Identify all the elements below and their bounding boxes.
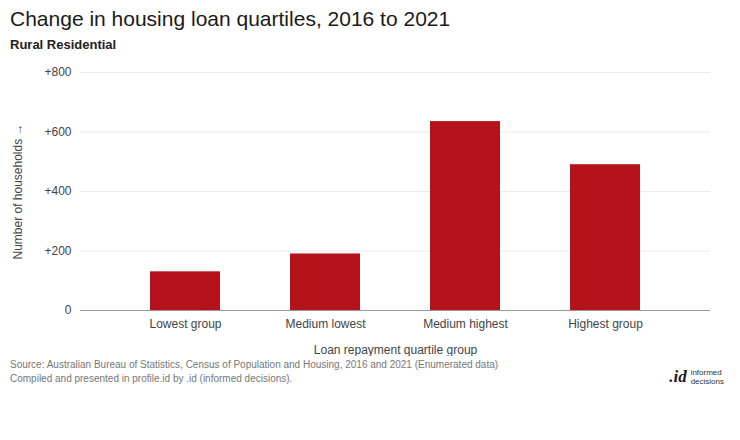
html-text:Rural Residential: Rural Residential <box>10 37 117 52</box>
svg-text:Loan repayment quartile group: Loan repayment quartile group <box>314 343 478 357</box>
svg-text:+400: +400 <box>44 184 71 198</box>
svg-text:Medium lowest: Medium lowest <box>285 317 366 331</box>
html-text:.id: .id <box>669 367 687 386</box>
html-text:decisions: decisions <box>690 377 724 386</box>
html-text:Change in housing loan quartil: Change in housing loan quartiles, 2016 t… <box>10 7 451 30</box>
svg-text:+800: +800 <box>44 65 71 79</box>
svg-text:0: 0 <box>65 303 72 317</box>
svg-text:Medium highest: Medium highest <box>423 317 508 331</box>
html-text:informed: informed <box>690 368 722 377</box>
svg-text:+600: +600 <box>44 125 71 139</box>
svg-text:Lowest group: Lowest group <box>149 317 221 331</box>
svg-text:+200: +200 <box>44 244 71 258</box>
svg-text:Highest group: Highest group <box>568 317 643 331</box>
html-text:Compiled and presented in prof: Compiled and presented in profile.id by … <box>10 373 293 384</box>
svg-text:Number of households →: Number of households → <box>11 123 25 259</box>
html-text:Source: Australian Bureau of S: Source: Australian Bureau of Statistics,… <box>10 359 499 370</box>
